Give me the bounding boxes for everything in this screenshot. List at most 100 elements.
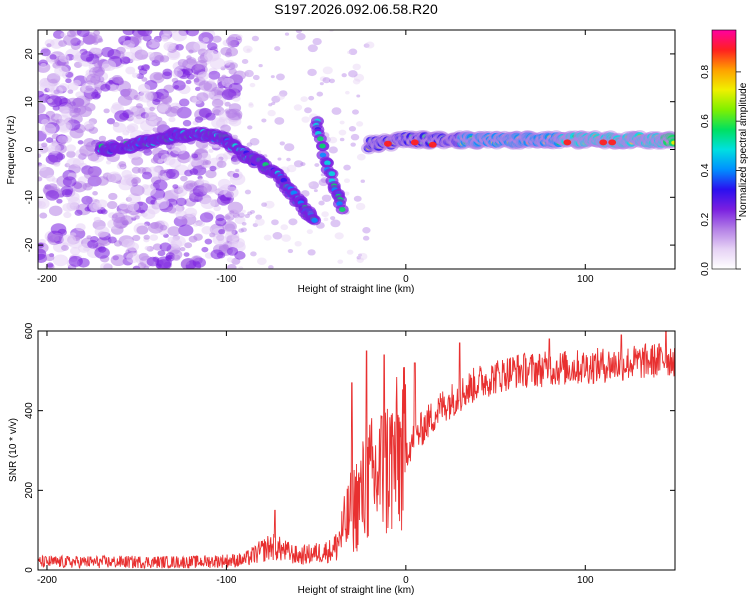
- noise-speckle: [248, 102, 254, 106]
- noise-speckle: [103, 108, 110, 114]
- noise-speckle: [191, 153, 199, 159]
- snr-x-tick-label: -200: [37, 575, 57, 586]
- noise-speckle: [52, 232, 64, 242]
- noise-speckle: [321, 211, 329, 218]
- noise-speckle: [146, 41, 153, 46]
- noise-speckle: [346, 249, 354, 255]
- noise-speckle: [232, 134, 238, 140]
- noise-speckle: [188, 235, 198, 243]
- noise-speckle: [180, 175, 188, 182]
- noise-speckle: [122, 238, 136, 249]
- noise-speckle: [85, 95, 93, 101]
- noise-speckle: [50, 223, 67, 236]
- noise-speckle: [362, 227, 371, 234]
- noise-speckle: [72, 54, 82, 62]
- noise-speckle: [167, 226, 181, 237]
- noise-speckle: [40, 48, 51, 57]
- noise-speckle: [178, 224, 194, 237]
- noise-speckle: [226, 257, 234, 263]
- noise-speckle: [226, 191, 234, 198]
- noise-speckle: [138, 83, 151, 94]
- track-core: [319, 152, 327, 158]
- noise-speckle: [217, 76, 225, 82]
- noise-speckle: [264, 200, 275, 209]
- noise-speckle: [50, 85, 64, 96]
- noise-speckle: [362, 235, 370, 241]
- noise-speckle: [67, 89, 74, 94]
- noise-speckle: [267, 109, 276, 117]
- noise-speckle: [141, 77, 148, 82]
- noise-speckle: [159, 224, 168, 231]
- noise-speckle: [274, 46, 281, 51]
- noise-speckle: [156, 127, 164, 133]
- noise-speckle: [221, 88, 237, 101]
- noise-speckle: [186, 55, 192, 60]
- noise-speckle: [68, 255, 83, 267]
- noise-speckle: [60, 185, 74, 196]
- snr-frame: [37, 330, 676, 571]
- noise-speckle: [338, 129, 347, 136]
- noise-speckle: [207, 42, 218, 51]
- noise-speckle: [277, 157, 282, 161]
- noise-speckle: [152, 98, 161, 106]
- noise-speckle: [38, 153, 42, 158]
- noise-speckle: [288, 218, 298, 226]
- noise-speckle: [271, 101, 276, 105]
- noise-speckle: [149, 234, 159, 241]
- noise-speckle: [356, 121, 364, 127]
- noise-speckle: [222, 151, 233, 160]
- noise-speckle: [249, 138, 260, 146]
- noise-speckle: [107, 171, 122, 183]
- noise-speckle: [38, 248, 47, 261]
- noise-speckle: [128, 114, 135, 119]
- noise-speckle: [225, 215, 231, 220]
- noise-speckle: [296, 33, 306, 41]
- colorbar-tick-label: 0.8: [700, 64, 711, 78]
- noise-speckle: [301, 116, 310, 123]
- noise-speckle: [234, 251, 246, 260]
- noise-speckle: [48, 205, 63, 217]
- noise-speckle: [171, 30, 188, 42]
- colorbar: 0.0 0.2 0.4 0.6 0.8 Normalized spectral ampl…: [700, 29, 749, 276]
- noise-speckle: [49, 54, 57, 60]
- noise-speckle: [54, 65, 69, 77]
- noise-speckle: [209, 165, 217, 172]
- noise-speckle: [212, 35, 222, 43]
- noise-speckle: [348, 70, 358, 78]
- noise-speckle: [227, 40, 237, 48]
- noise-speckle: [109, 83, 120, 92]
- noise-speckle: [132, 234, 141, 242]
- hot-spot: [410, 139, 419, 146]
- noise-speckle: [223, 60, 231, 66]
- noise-speckle: [365, 41, 375, 49]
- spectrogram-x-tick-label: -200: [37, 274, 57, 285]
- noise-speckle: [250, 209, 255, 214]
- noise-speckle: [343, 164, 351, 171]
- noise-speckle: [233, 70, 246, 81]
- noise-speckle: [308, 181, 319, 190]
- noise-speckle: [218, 243, 229, 252]
- spectrogram-y-tick-label: 20: [24, 48, 35, 60]
- noise-speckle: [53, 161, 61, 167]
- noise-speckle: [65, 78, 72, 84]
- noise-speckle: [276, 93, 286, 100]
- hot-spot: [428, 141, 437, 148]
- noise-speckle: [357, 252, 368, 261]
- noise-speckle: [156, 120, 167, 129]
- noise-speckle: [63, 211, 72, 219]
- noise-speckle: [337, 259, 344, 264]
- noise-speckle: [341, 73, 347, 78]
- noise-speckle: [47, 143, 61, 154]
- noise-speckle: [356, 257, 364, 264]
- noise-speckle: [122, 88, 139, 101]
- noise-speckle: [152, 166, 162, 173]
- noise-speckle: [231, 157, 241, 165]
- spectrogram-y-tick-label: -20: [24, 237, 35, 252]
- noise-speckle: [157, 250, 166, 257]
- noise-speckle: [194, 116, 204, 123]
- noise-speckle: [194, 86, 201, 92]
- noise-speckle: [74, 209, 83, 216]
- noise-speckle: [141, 212, 148, 218]
- snr-x-tick-label: 0: [403, 575, 409, 586]
